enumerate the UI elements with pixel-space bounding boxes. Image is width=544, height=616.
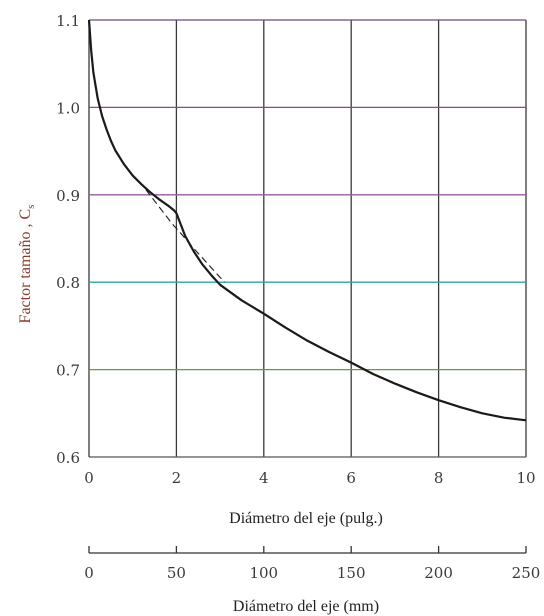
horizontal-grid: [89, 19, 526, 458]
x-tick-label-3: 6: [346, 469, 356, 487]
y-tick-label-3: 0.9: [56, 187, 80, 205]
y-tick-label-0: 0.6: [56, 449, 80, 467]
y-tick-label-1: 0.7: [56, 362, 80, 380]
y-axis-title-main: Factor tamaño , C: [17, 209, 34, 324]
secondary-tick-label-3: 150: [337, 564, 366, 582]
vertical-grid: [88, 20, 527, 457]
y-axis-title: Factor tamaño , Cs: [17, 205, 37, 324]
x-tick-label-1: 2: [172, 469, 182, 487]
y-tick-label-4: 1.0: [56, 99, 80, 117]
x-axis-title: Diámetro del eje (pulg.): [229, 510, 383, 527]
y-tick-label-2: 0.8: [56, 274, 80, 292]
secondary-tick-label-0: 0: [84, 564, 94, 582]
x-tick-label-0: 0: [84, 469, 94, 487]
x-tick-label-4: 8: [434, 469, 444, 487]
svg-text:Factor tamaño , Cs: Factor tamaño , Cs: [17, 205, 37, 324]
secondary-tick-label-4: 200: [424, 564, 453, 582]
secondary-tick-label-2: 100: [249, 564, 278, 582]
y-tick-labels: 0.6 0.7 0.8 0.9 1.0 1.1: [56, 12, 80, 467]
x-tick-labels: 0 2 4 6 8 10: [84, 469, 535, 487]
y-tick-label-5: 1.1: [56, 12, 80, 30]
x-tick-label-2: 4: [259, 469, 269, 487]
y-axis-title-subscript: s: [25, 205, 37, 209]
secondary-x-axis-title: Diámetro del eje (mm): [233, 598, 379, 615]
x-tick-label-5: 10: [516, 469, 535, 487]
series-line-solid: [87, 19, 527, 422]
series-layer: [87, 19, 527, 422]
secondary-tick-label-5: 250: [512, 564, 541, 582]
secondary-x-axis: 0 50 100 150 200 250: [84, 546, 540, 582]
series-line-dashed: [145, 189, 225, 283]
secondary-tick-label-1: 50: [167, 564, 186, 582]
